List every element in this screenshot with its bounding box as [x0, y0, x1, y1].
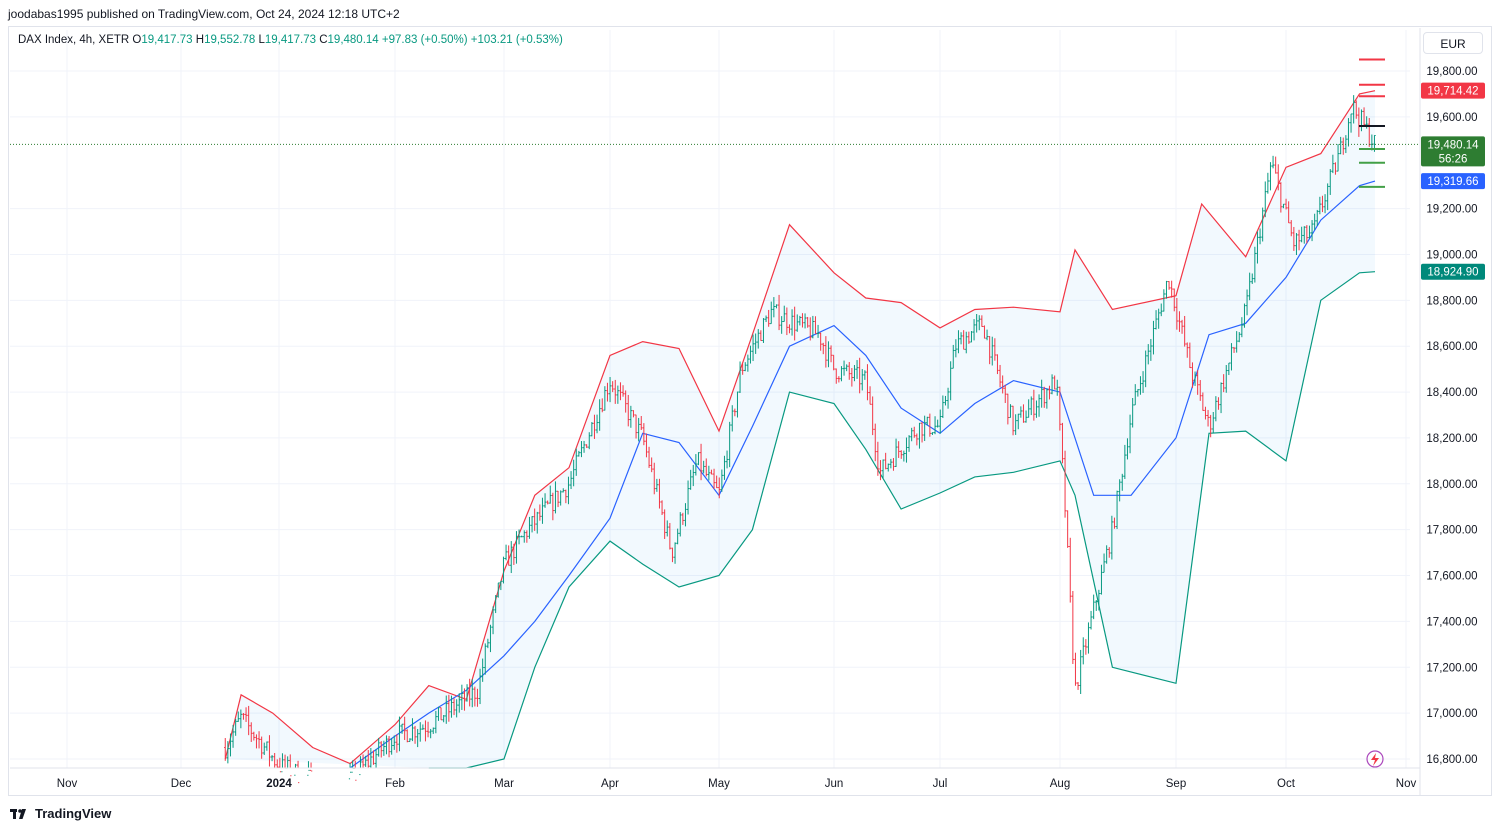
- y-tick-label: 17,400.00: [1426, 616, 1477, 628]
- y-tick-label: 18,800.00: [1426, 295, 1477, 307]
- x-tick-label: Nov: [1396, 778, 1417, 790]
- lightning-icon: [1366, 750, 1384, 768]
- grid: [10, 30, 1410, 768]
- low-label: L: [258, 34, 265, 46]
- open-label: O: [132, 34, 142, 46]
- high-label: H: [195, 34, 205, 46]
- y-tick-label: 17,200.00: [1426, 662, 1477, 674]
- x-tick-label: Sep: [1166, 778, 1186, 790]
- y-tick-label: 19,000.00: [1426, 249, 1477, 261]
- y-tick-label: 18,400.00: [1426, 387, 1477, 399]
- lower-band-price-tag: [1421, 263, 1485, 280]
- x-tick-label: Nov: [57, 778, 78, 790]
- x-tick-label: Dec: [171, 778, 192, 790]
- last-price-tag: [1421, 136, 1485, 167]
- footer: TradingView: [10, 806, 111, 821]
- y-tick-label: 17,600.00: [1426, 571, 1477, 583]
- x-tick-label: Feb: [385, 778, 405, 790]
- bollinger-bands: [224, 90, 1376, 769]
- y-tick-label: 19,200.00: [1426, 204, 1477, 216]
- lightning-icon-bolt: [1371, 753, 1379, 766]
- price-axis: 19,800.00 19,600.00 19,200.00 19,000.00 18,8…: [1426, 66, 1477, 766]
- price-labels: 19,714.42 19,480.14 56:26 19,319.66 18,924.9…: [1421, 82, 1485, 280]
- symbol-name: DAX Index, 4h, XETR: [18, 34, 130, 46]
- open-value: 19,417.73: [141, 34, 193, 46]
- change-value: +97.83 (+0.50%): [381, 34, 468, 46]
- basis-price-text: 19,319.66: [1427, 176, 1478, 188]
- time-axis: Nov Dec 2024 Feb Mar Apr May Jun Jul Aug Sep Oct Nov: [10, 28, 1421, 795]
- x-tick-label: 2024: [266, 778, 292, 790]
- upper-band-price-tag: [1421, 82, 1485, 99]
- x-tick-label: Aug: [1050, 778, 1070, 790]
- chart-frame: [8, 26, 1492, 796]
- y-tick-label: 16,800.00: [1426, 754, 1477, 766]
- tradingview-logo-icon: [10, 808, 26, 819]
- change-value-2: +103.21 (+0.53%): [470, 34, 563, 46]
- y-tick-label: 18,000.00: [1426, 479, 1477, 491]
- basis-line: [349, 180, 1376, 769]
- lower-band-line: [428, 271, 1376, 769]
- close-value: 19,480.14: [327, 34, 379, 46]
- basis-price-tag: [1421, 173, 1485, 190]
- countdown-text: 56:26: [1439, 153, 1468, 165]
- close-label: C: [319, 34, 328, 46]
- upper-band-price-text: 19,714.42: [1427, 86, 1478, 98]
- y-tick-label: 18,200.00: [1426, 433, 1477, 445]
- band-fill: [225, 90, 1376, 769]
- published-caption: joodabas1995 published on TradingView.co…: [8, 7, 400, 21]
- y-tick-label: 17,000.00: [1426, 708, 1477, 720]
- y-tick-label: 19,800.00: [1426, 66, 1477, 78]
- x-tick-label: Jun: [825, 778, 844, 790]
- x-tick-label: Mar: [494, 778, 514, 790]
- x-tick-label: Jul: [933, 778, 948, 790]
- x-tick-label: Oct: [1277, 778, 1296, 790]
- y-tick-label: 17,800.00: [1426, 525, 1477, 537]
- tradingview-brand[interactable]: TradingView: [35, 806, 112, 821]
- x-tick-label: Apr: [601, 778, 619, 790]
- right-markers: [1359, 58, 1385, 768]
- low-value: 19,417.73: [264, 34, 317, 46]
- y-tick-label: 19,600.00: [1426, 112, 1477, 124]
- candles: [10, 95, 1418, 784]
- symbol-legend: DAX Index, 4h, XETR O19,417.73 H19,552.7…: [18, 34, 563, 46]
- last-price-text: 19,480.14: [1427, 139, 1479, 151]
- lightning-icon-ring: [1366, 750, 1384, 768]
- y-tick-label: 18,600.00: [1426, 341, 1477, 353]
- lower-band-price-text: 18,924.90: [1427, 267, 1478, 279]
- currency-button[interactable]: EUR: [1423, 32, 1483, 54]
- high-value: 19,552.78: [204, 34, 256, 46]
- x-tick-label: May: [708, 778, 730, 790]
- upper-band-line: [224, 90, 1376, 765]
